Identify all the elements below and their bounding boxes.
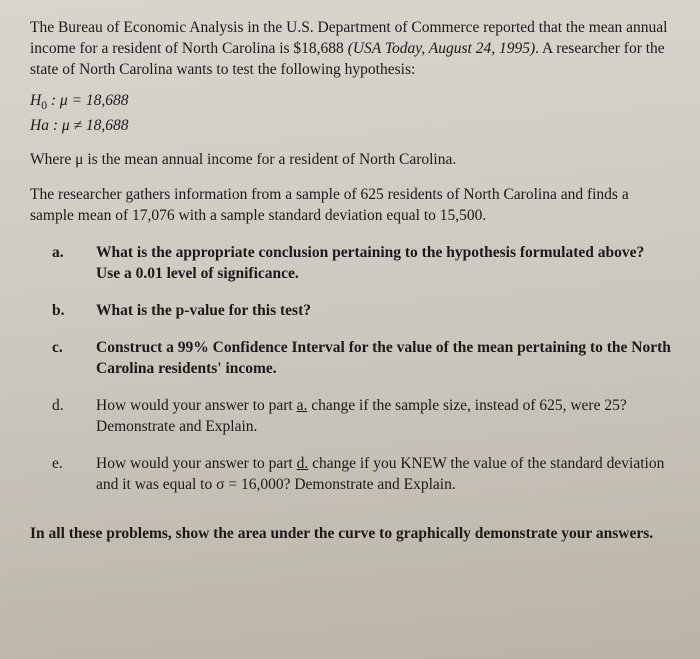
question-d-ref: a. [297,397,308,414]
h0-symbol: H [30,92,41,109]
question-e-pre: How would your answer to part [96,455,297,472]
question-text-b: What is the p-value for this test? [96,301,672,322]
where-paragraph: Where μ is the mean annual income for a … [30,150,672,171]
question-a: a. What is the appropriate conclusion pe… [52,243,672,285]
intro-citation: (USA Today, August 24, 1995) [348,40,535,57]
question-e: e. How would your answer to part d. chan… [52,454,672,496]
question-c: c. Construct a 99% Confidence Interval f… [52,338,672,380]
ha-expression: : μ ≠ 18,688 [49,117,129,134]
h0-expression: : μ = 18,688 [47,92,129,109]
question-text-d: How would your answer to part a. change … [96,396,672,438]
footer-instruction: In all these problems, show the area und… [30,524,672,545]
question-d: d. How would your answer to part a. chan… [52,396,672,438]
question-label-d: d. [52,396,96,438]
question-text-a: What is the appropriate conclusion perta… [96,243,672,285]
question-text-e: How would your answer to part d. change … [96,454,672,496]
alt-hypothesis: Ha : μ ≠ 18,688 [30,116,672,137]
question-e-ref: d. [297,455,309,472]
ha-symbol: Ha [30,117,49,134]
intro-paragraph: The Bureau of Economic Analysis in the U… [30,18,672,81]
hypothesis-block: H0 : μ = 18,688 Ha : μ ≠ 18,688 [30,91,672,137]
question-list: a. What is the appropriate conclusion pe… [30,243,672,495]
question-b: b. What is the p-value for this test? [52,301,672,322]
question-label-b: b. [52,301,96,322]
question-label-a: a. [52,243,96,285]
sample-paragraph: The researcher gathers information from … [30,185,672,227]
question-text-c: Construct a 99% Confidence Interval for … [96,338,672,380]
null-hypothesis: H0 : μ = 18,688 [30,91,672,114]
question-label-c: c. [52,338,96,380]
question-d-pre: How would your answer to part [96,397,297,414]
question-label-e: e. [52,454,96,496]
